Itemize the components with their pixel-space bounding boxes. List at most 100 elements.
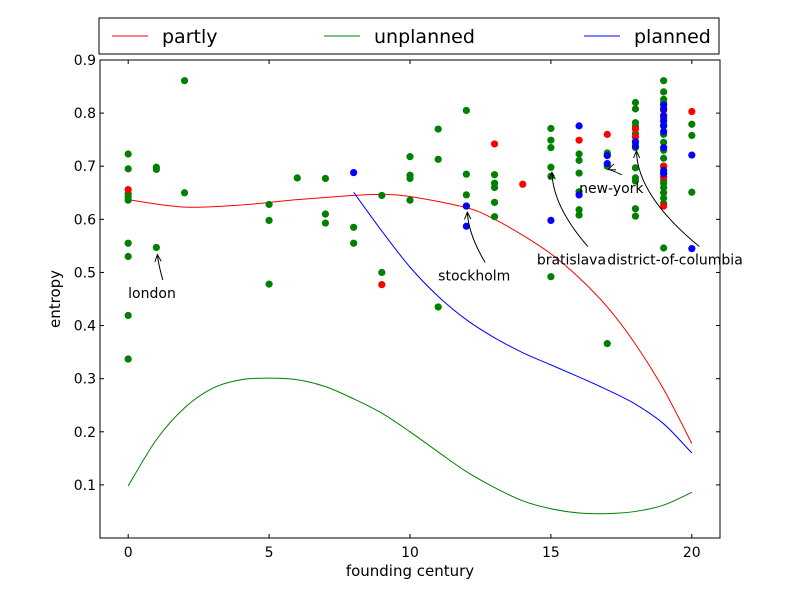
annotation-new-york: new-york bbox=[579, 181, 644, 197]
legend-label-partly: partly bbox=[162, 26, 218, 48]
curve-planned bbox=[353, 191, 693, 454]
point-unplanned bbox=[434, 303, 442, 311]
y-tick-label: 0.2 bbox=[74, 425, 96, 441]
point-unplanned bbox=[688, 188, 696, 196]
point-unplanned bbox=[321, 174, 330, 183]
point-planned bbox=[547, 216, 555, 224]
point-unplanned bbox=[265, 216, 273, 224]
point-partly bbox=[124, 185, 132, 194]
y-tick-label: 0.7 bbox=[74, 159, 96, 175]
point-unplanned bbox=[378, 268, 386, 277]
curve-unplanned bbox=[127, 377, 693, 515]
annotation-arrow-stockholm bbox=[467, 212, 486, 263]
point-planned bbox=[462, 202, 470, 210]
x-tick-label: 20 bbox=[683, 545, 701, 561]
legend-label-planned: planned bbox=[634, 26, 711, 48]
point-unplanned bbox=[631, 212, 640, 220]
point-unplanned bbox=[547, 163, 555, 171]
point-unplanned bbox=[406, 174, 414, 183]
point-unplanned bbox=[180, 189, 189, 197]
point-unplanned bbox=[660, 189, 668, 197]
point-unplanned bbox=[124, 150, 132, 158]
point-partly bbox=[378, 281, 386, 289]
point-partly bbox=[490, 140, 499, 148]
y-tick-label: 0.8 bbox=[74, 106, 96, 122]
annotation-district-of-columbia: district-of-columbia bbox=[607, 252, 743, 268]
point-unplanned bbox=[575, 206, 583, 214]
point-unplanned bbox=[434, 125, 442, 133]
point-unplanned bbox=[688, 120, 696, 128]
point-unplanned bbox=[462, 106, 470, 115]
point-unplanned bbox=[490, 198, 499, 206]
point-planned bbox=[462, 222, 470, 230]
annotation-london: london bbox=[128, 286, 176, 302]
point-unplanned bbox=[631, 164, 640, 172]
point-unplanned bbox=[575, 169, 583, 177]
point-partly bbox=[631, 125, 640, 133]
point-unplanned bbox=[547, 136, 555, 144]
point-unplanned bbox=[575, 211, 583, 219]
annotation-bratislava: bratislava bbox=[537, 252, 606, 268]
point-unplanned bbox=[124, 165, 132, 173]
point-unplanned bbox=[490, 171, 499, 179]
point-planned bbox=[660, 105, 668, 113]
x-tick-label: 0 bbox=[124, 545, 133, 561]
point-unplanned bbox=[547, 144, 555, 152]
y-tick-label: 0.6 bbox=[74, 212, 96, 228]
point-partly bbox=[660, 202, 668, 210]
point-planned bbox=[660, 170, 668, 178]
city-annotations: london stockholm bratislava new-york distric… bbox=[128, 151, 743, 302]
point-planned bbox=[660, 128, 668, 136]
point-unplanned bbox=[265, 280, 273, 288]
point-unplanned bbox=[378, 191, 386, 200]
point-unplanned bbox=[180, 77, 189, 85]
point-unplanned bbox=[124, 196, 132, 204]
point-unplanned bbox=[321, 210, 330, 218]
annotation-stockholm: stockholm bbox=[438, 268, 510, 284]
x-tick-label: 5 bbox=[265, 545, 274, 561]
y-axis-label: entropy bbox=[46, 270, 64, 328]
legend-label-unplanned: unplanned bbox=[374, 26, 475, 48]
point-planned bbox=[631, 142, 640, 150]
point-unplanned bbox=[490, 183, 499, 192]
point-planned bbox=[688, 244, 696, 253]
x-tick-label: 10 bbox=[401, 545, 419, 561]
y-tick-label: 0.9 bbox=[74, 53, 96, 69]
annotation-arrow-bratislava bbox=[552, 172, 589, 247]
point-unplanned bbox=[124, 239, 132, 247]
point-unplanned bbox=[603, 340, 611, 348]
point-unplanned bbox=[293, 174, 301, 182]
point-unplanned bbox=[660, 154, 668, 162]
y-tick-label: 0.3 bbox=[74, 372, 96, 388]
point-unplanned bbox=[265, 200, 273, 209]
point-partly bbox=[575, 136, 583, 144]
point-unplanned bbox=[547, 124, 555, 133]
point-planned bbox=[688, 151, 696, 159]
annotation-arrow-district-of-columbia bbox=[636, 151, 700, 247]
legend: partly unplanned planned bbox=[98, 17, 720, 55]
point-planned bbox=[575, 191, 583, 199]
plot-area bbox=[99, 59, 721, 539]
point-unplanned bbox=[152, 243, 160, 252]
point-unplanned bbox=[575, 156, 583, 164]
point-unplanned bbox=[350, 239, 358, 247]
point-unplanned bbox=[406, 153, 414, 161]
y-tick-label: 0.5 bbox=[74, 265, 96, 281]
point-unplanned bbox=[631, 98, 640, 107]
point-unplanned bbox=[124, 311, 132, 320]
point-unplanned bbox=[660, 244, 668, 252]
point-unplanned bbox=[152, 165, 160, 174]
point-unplanned bbox=[462, 191, 470, 199]
point-unplanned bbox=[547, 273, 555, 281]
y-tick-label: 0.4 bbox=[74, 319, 96, 335]
point-planned bbox=[575, 122, 583, 130]
x-axis-label: founding century bbox=[346, 562, 474, 580]
point-unplanned bbox=[462, 170, 470, 178]
point-unplanned bbox=[547, 172, 555, 180]
point-unplanned bbox=[688, 131, 696, 140]
y-tick-label: 0.1 bbox=[74, 478, 96, 494]
point-planned bbox=[660, 121, 668, 129]
point-unplanned bbox=[490, 213, 499, 221]
point-unplanned bbox=[124, 355, 132, 363]
